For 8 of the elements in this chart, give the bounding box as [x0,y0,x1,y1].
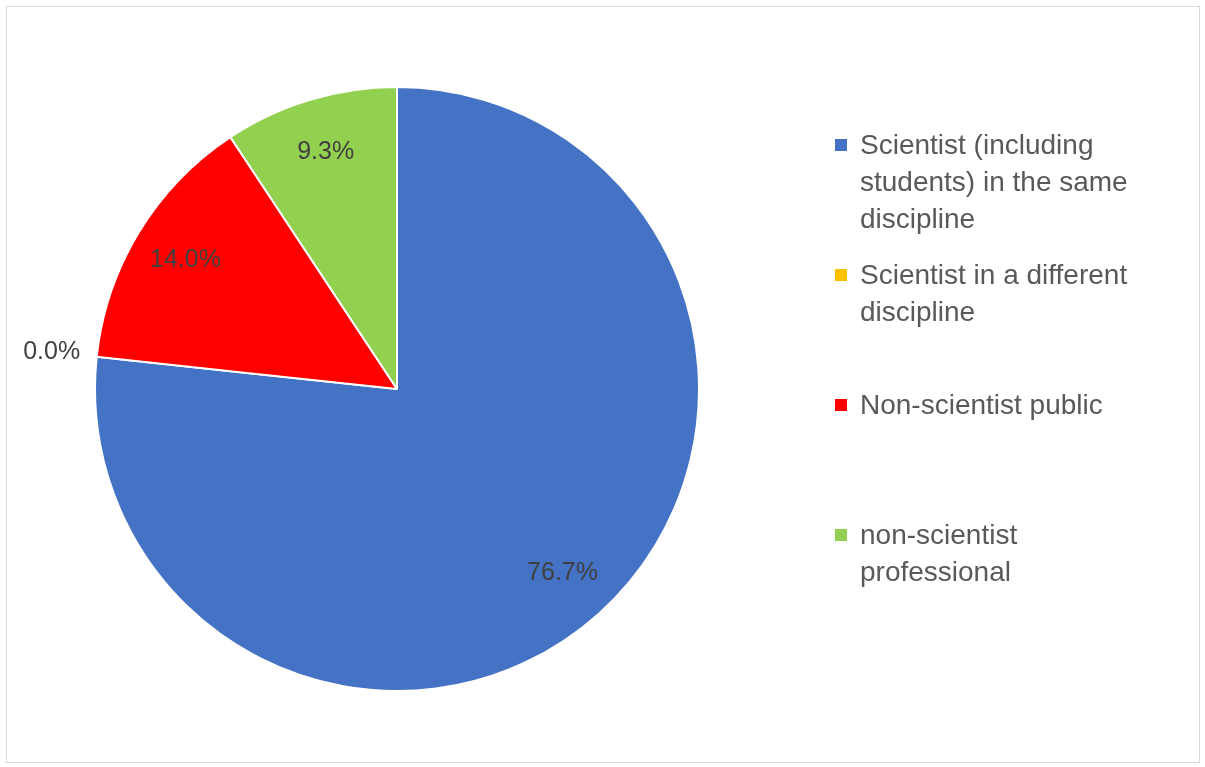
legend-label: Scientist in a different discipline [860,258,1129,329]
text: 0.0% [23,335,81,364]
legend-label: Non-scientist public [860,388,1104,422]
legend-label: non-scientist professional [860,518,1019,589]
legend-label: Scientist (including students) in the same discipline [860,128,1129,236]
data-label: 9.3% [297,135,355,164]
data-label: 76.7% [527,557,598,586]
data-label: 14.0% [150,244,221,273]
